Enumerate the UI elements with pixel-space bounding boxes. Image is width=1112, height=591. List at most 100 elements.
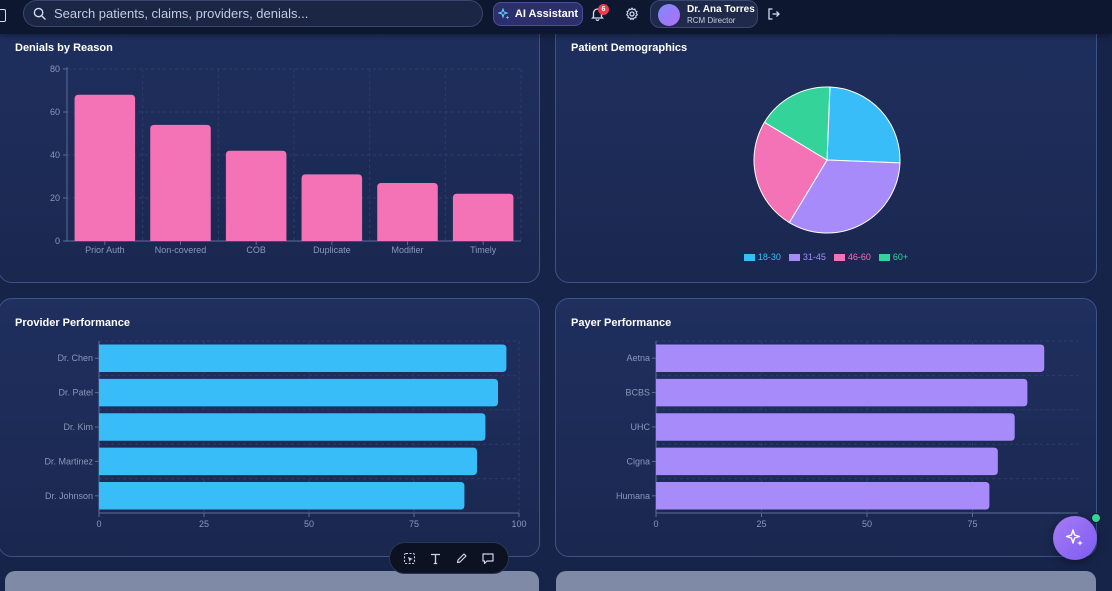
next-card-peek-left: [5, 571, 539, 591]
legend-swatch: [878, 253, 890, 261]
avatar: [658, 4, 680, 26]
x-tick-label: 25: [756, 519, 766, 529]
payer-performance-card: Payer Performance 0 25 50 75 Aetna BCBS UHC Cig…: [555, 298, 1097, 557]
bar-timely[interactable]: [452, 193, 514, 241]
search-icon: [33, 7, 46, 20]
pie-slice-60+[interactable]: [763, 86, 831, 161]
comment-tool-icon[interactable]: [481, 552, 495, 565]
y-tick-label: Dr. Kim: [63, 422, 93, 432]
x-tick-label: 25: [199, 519, 209, 529]
bar-humana[interactable]: [656, 482, 990, 510]
pie-slice-18-30[interactable]: [826, 86, 901, 164]
bar-duplicate[interactable]: [301, 174, 363, 241]
legend-label: 60+: [892, 252, 909, 262]
y-tick-label: Cigna: [626, 456, 650, 466]
legend-item-31-45[interactable]: 31-45: [788, 252, 826, 262]
next-card-peek-right: [556, 571, 1096, 591]
pen-tool-icon[interactable]: [455, 552, 468, 565]
bar-dr-patel[interactable]: [99, 378, 498, 407]
x-tick-label: COB: [246, 245, 266, 255]
annotation-toolbar: [389, 542, 509, 574]
demographics-legend: 18-30 31-45 46-60 60+: [556, 252, 1096, 262]
search-input[interactable]: [52, 5, 456, 22]
legend-item-18-30[interactable]: 18-30: [743, 252, 781, 262]
denials-by-reason-card: Denials by Reason 0 20 40 60 80 Prior Auth Non…: [0, 20, 540, 283]
bar-dr-kim[interactable]: [99, 413, 486, 441]
x-tick-label: Prior Auth: [85, 245, 125, 255]
provider-bar-chart: 0 25 50 75 100 Dr. Chen Dr. Patel Dr. Kim Dr. Ma…: [44, 340, 527, 529]
search-box[interactable]: [23, 0, 483, 27]
payer-card-title: Payer Performance: [571, 317, 672, 329]
ai-assistant-button[interactable]: AI Assistant: [493, 2, 583, 26]
patient-demographics-card: Patient Demographics 18-30 31-45 46-60 60+: [555, 20, 1097, 283]
x-tick-label: Timely: [470, 245, 497, 255]
bar-dr-johnson[interactable]: [99, 482, 465, 510]
bar-cigna[interactable]: [656, 447, 998, 476]
x-tick-label: 75: [967, 519, 977, 529]
provider-card-title: Provider Performance: [15, 317, 130, 329]
sidebar-toggle-icon[interactable]: [0, 9, 6, 22]
demographics-pie-chart: [753, 86, 901, 234]
online-status-dot: [1091, 513, 1101, 523]
x-tick-label: 100: [511, 519, 526, 529]
payer-bar-chart: 0 25 50 75 Aetna BCBS UHC Cigna Humana: [616, 340, 1078, 529]
x-tick-label: 0: [653, 519, 658, 529]
demographics-card-title: Patient Demographics: [571, 42, 688, 54]
bar-bcbs[interactable]: [656, 378, 1028, 407]
x-tick-label: Duplicate: [313, 245, 351, 255]
denials-card-title: Denials by Reason: [15, 42, 113, 54]
bar-non-covered[interactable]: [150, 124, 211, 241]
x-tick-label: 50: [304, 519, 314, 529]
text-tool-icon[interactable]: [429, 552, 442, 565]
y-tick-label: 0: [55, 236, 60, 246]
y-tick-label: 40: [50, 150, 60, 160]
y-tick-label: Dr. Chen: [57, 353, 93, 363]
legend-label: 46-60: [847, 252, 871, 262]
x-tick-label: Modifier: [391, 245, 423, 255]
legend-label: 18-30: [757, 252, 781, 262]
y-tick-label: BCBS: [625, 388, 650, 398]
bar-dr-martinez[interactable]: [99, 447, 477, 476]
bar-modifier[interactable]: [377, 182, 438, 241]
user-menu[interactable]: Dr. Ana Torres RCM Director: [650, 0, 758, 28]
y-tick-label: 20: [50, 193, 60, 203]
ai-assistant-label: AI Assistant: [514, 8, 579, 20]
legend-label: 31-45: [802, 252, 826, 262]
x-tick-label: 75: [409, 519, 419, 529]
select-tool-icon[interactable]: [403, 552, 416, 565]
top-bar: AI Assistant 6 Dr. Ana Torres RCM Direct…: [0, 0, 1112, 34]
bar-cob[interactable]: [225, 150, 287, 241]
sparkles-icon: [497, 8, 510, 20]
bar-uhc[interactable]: [656, 413, 1015, 441]
x-tick-label: 0: [96, 519, 101, 529]
legend-item-60+[interactable]: 60+: [878, 252, 909, 262]
y-tick-label: UHC: [631, 422, 651, 432]
y-tick-label: Dr. Martinez: [44, 456, 93, 466]
gear-icon[interactable]: [625, 7, 639, 21]
y-tick-label: 60: [50, 107, 60, 117]
pie-slice-31-45[interactable]: [788, 159, 901, 234]
pie-slice-46-60[interactable]: [753, 121, 828, 224]
legend-swatch: [743, 253, 755, 261]
bar-aetna[interactable]: [656, 344, 1045, 372]
logout-icon[interactable]: [767, 7, 781, 21]
y-tick-label: Dr. Patel: [58, 388, 93, 398]
user-name: Dr. Ana Torres: [687, 4, 755, 15]
ai-fab-button[interactable]: [1053, 516, 1097, 560]
sparkles-icon: [1065, 529, 1083, 546]
y-tick-label: 80: [50, 64, 60, 74]
user-role: RCM Director: [687, 16, 736, 25]
legend-swatch: [788, 253, 800, 261]
y-tick-label: Dr. Johnson: [45, 491, 93, 501]
denials-bar-chart: 0 20 40 60 80 Prior Auth Non-covered COB Duplica…: [50, 64, 522, 255]
notification-badge: 6: [598, 4, 609, 15]
legend-item-46-60[interactable]: 46-60: [833, 252, 871, 262]
legend-swatch: [833, 253, 845, 261]
bar-prior-auth[interactable]: [74, 94, 136, 241]
y-tick-label: Humana: [616, 491, 650, 501]
bar-dr-chen[interactable]: [99, 344, 507, 372]
x-tick-label: 50: [862, 519, 872, 529]
x-tick-label: Non-covered: [155, 245, 207, 255]
y-tick-label: Aetna: [626, 353, 650, 363]
provider-performance-card: Provider Performance 0 25 50 75 100 Dr. Chen D…: [0, 298, 540, 557]
